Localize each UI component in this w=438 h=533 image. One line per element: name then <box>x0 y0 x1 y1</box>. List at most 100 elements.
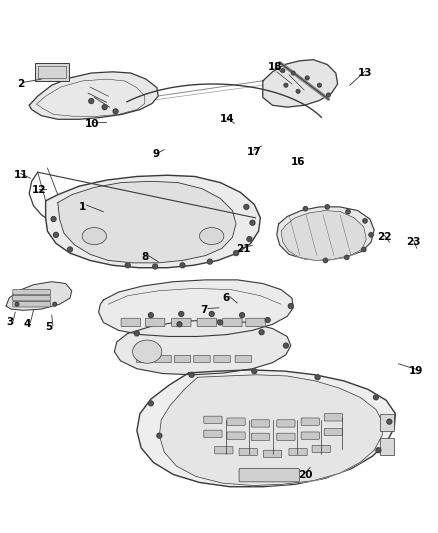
Circle shape <box>346 209 350 214</box>
Text: 9: 9 <box>152 149 159 159</box>
FancyBboxPatch shape <box>137 356 153 362</box>
Text: 3: 3 <box>6 318 13 327</box>
FancyBboxPatch shape <box>235 356 251 362</box>
Text: 20: 20 <box>298 470 313 480</box>
Circle shape <box>250 220 255 225</box>
Text: 10: 10 <box>85 118 100 128</box>
FancyBboxPatch shape <box>194 356 210 362</box>
FancyBboxPatch shape <box>197 318 216 327</box>
FancyBboxPatch shape <box>324 414 343 421</box>
FancyBboxPatch shape <box>227 418 245 425</box>
Circle shape <box>305 76 309 80</box>
Circle shape <box>284 83 288 87</box>
FancyBboxPatch shape <box>301 432 319 439</box>
Circle shape <box>247 237 252 241</box>
Ellipse shape <box>82 228 106 245</box>
Circle shape <box>179 311 184 317</box>
Text: 17: 17 <box>246 147 261 157</box>
Text: 1: 1 <box>79 202 86 212</box>
Circle shape <box>327 93 330 97</box>
Circle shape <box>53 232 58 237</box>
Text: 8: 8 <box>141 252 148 262</box>
Circle shape <box>374 395 378 400</box>
FancyBboxPatch shape <box>263 450 282 457</box>
Circle shape <box>259 330 264 335</box>
Circle shape <box>362 247 366 252</box>
Circle shape <box>113 109 118 114</box>
Circle shape <box>296 90 300 93</box>
Polygon shape <box>277 207 374 261</box>
FancyBboxPatch shape <box>246 318 265 327</box>
FancyBboxPatch shape <box>155 356 171 362</box>
Polygon shape <box>281 211 366 261</box>
Polygon shape <box>29 72 158 119</box>
Circle shape <box>180 263 185 268</box>
FancyBboxPatch shape <box>312 446 330 453</box>
Text: 5: 5 <box>46 322 53 333</box>
Circle shape <box>303 207 307 211</box>
Text: 22: 22 <box>377 232 392 243</box>
Circle shape <box>252 369 257 374</box>
FancyBboxPatch shape <box>172 318 191 327</box>
FancyBboxPatch shape <box>145 318 165 327</box>
Circle shape <box>67 247 72 252</box>
FancyBboxPatch shape <box>251 433 269 440</box>
Bar <box>380 414 394 431</box>
FancyBboxPatch shape <box>277 420 295 427</box>
Polygon shape <box>263 60 338 107</box>
Circle shape <box>265 318 270 322</box>
Bar <box>380 438 394 455</box>
Circle shape <box>288 304 293 309</box>
FancyBboxPatch shape <box>204 430 222 438</box>
Circle shape <box>51 216 56 222</box>
FancyBboxPatch shape <box>13 302 50 307</box>
Text: 19: 19 <box>409 366 423 376</box>
Circle shape <box>189 373 194 377</box>
Text: 18: 18 <box>268 62 282 72</box>
FancyBboxPatch shape <box>214 356 230 362</box>
Bar <box>35 63 69 81</box>
Circle shape <box>148 313 153 318</box>
Text: 16: 16 <box>291 157 305 167</box>
Polygon shape <box>159 375 383 486</box>
Circle shape <box>240 313 244 318</box>
Circle shape <box>244 205 249 209</box>
Circle shape <box>376 448 381 453</box>
Polygon shape <box>137 370 396 487</box>
FancyBboxPatch shape <box>301 418 319 425</box>
Text: 14: 14 <box>220 114 235 124</box>
FancyBboxPatch shape <box>227 432 245 439</box>
Text: 11: 11 <box>14 170 28 180</box>
FancyBboxPatch shape <box>223 318 242 327</box>
FancyBboxPatch shape <box>324 429 343 435</box>
Circle shape <box>233 251 238 255</box>
FancyBboxPatch shape <box>13 289 50 295</box>
FancyBboxPatch shape <box>204 416 222 423</box>
Polygon shape <box>99 280 293 336</box>
Circle shape <box>177 322 182 327</box>
Circle shape <box>102 104 107 110</box>
FancyBboxPatch shape <box>289 448 307 456</box>
Text: 23: 23 <box>406 237 421 247</box>
Text: 2: 2 <box>17 79 24 89</box>
Circle shape <box>325 205 329 209</box>
Ellipse shape <box>200 228 224 245</box>
FancyBboxPatch shape <box>251 420 269 427</box>
Circle shape <box>15 302 19 306</box>
Polygon shape <box>6 282 72 310</box>
Circle shape <box>209 311 214 317</box>
Circle shape <box>53 302 57 306</box>
Circle shape <box>281 69 285 72</box>
Circle shape <box>345 255 349 260</box>
FancyBboxPatch shape <box>239 469 299 482</box>
Text: 21: 21 <box>236 245 251 254</box>
Circle shape <box>291 71 295 75</box>
FancyBboxPatch shape <box>239 448 257 456</box>
Ellipse shape <box>133 340 162 363</box>
Circle shape <box>315 375 320 379</box>
Circle shape <box>323 259 328 263</box>
Polygon shape <box>46 175 260 268</box>
Circle shape <box>387 419 392 424</box>
Text: 6: 6 <box>222 293 229 303</box>
FancyBboxPatch shape <box>277 433 295 440</box>
